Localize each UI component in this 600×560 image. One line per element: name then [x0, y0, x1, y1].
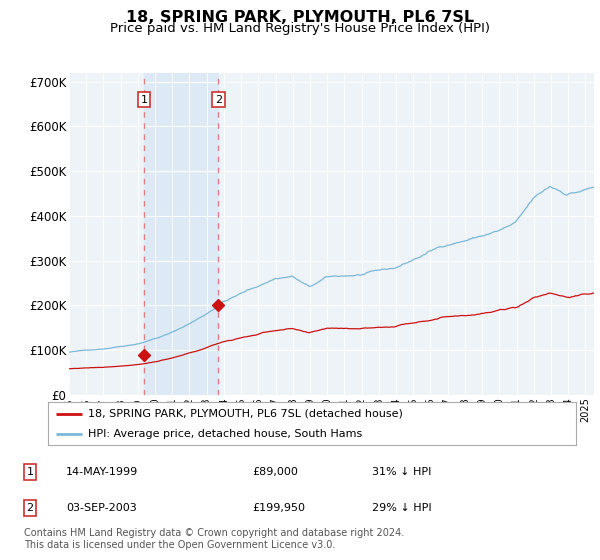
Text: 29% ↓ HPI: 29% ↓ HPI — [372, 503, 431, 513]
Text: 2: 2 — [215, 95, 222, 105]
Text: 03-SEP-2003: 03-SEP-2003 — [66, 503, 137, 513]
Text: Contains HM Land Registry data © Crown copyright and database right 2024.
This d: Contains HM Land Registry data © Crown c… — [24, 528, 404, 550]
Text: 1: 1 — [26, 467, 34, 477]
Text: £199,950: £199,950 — [252, 503, 305, 513]
Text: £89,000: £89,000 — [252, 467, 298, 477]
Text: 18, SPRING PARK, PLYMOUTH, PL6 7SL: 18, SPRING PARK, PLYMOUTH, PL6 7SL — [126, 10, 474, 25]
Bar — [144, 73, 218, 395]
Text: 1: 1 — [141, 95, 148, 105]
Text: 18, SPRING PARK, PLYMOUTH, PL6 7SL (detached house): 18, SPRING PARK, PLYMOUTH, PL6 7SL (deta… — [88, 409, 403, 419]
Text: 31% ↓ HPI: 31% ↓ HPI — [372, 467, 431, 477]
Text: 14-MAY-1999: 14-MAY-1999 — [66, 467, 138, 477]
Text: 2: 2 — [26, 503, 34, 513]
Text: HPI: Average price, detached house, South Hams: HPI: Average price, detached house, Sout… — [88, 430, 362, 439]
Text: Price paid vs. HM Land Registry's House Price Index (HPI): Price paid vs. HM Land Registry's House … — [110, 22, 490, 35]
